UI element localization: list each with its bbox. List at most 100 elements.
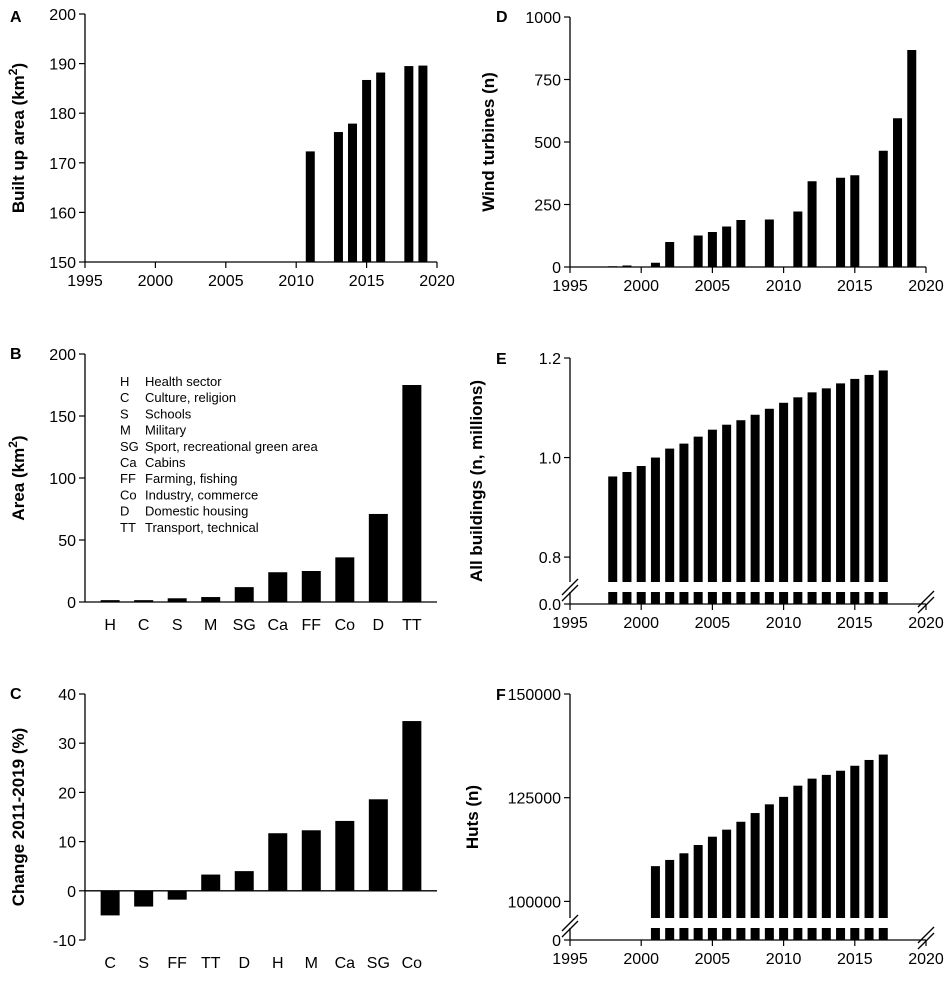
bar-2011 xyxy=(793,785,803,918)
bar-2019 xyxy=(418,65,428,262)
bar-SG xyxy=(368,799,388,891)
x-tick-label: TT xyxy=(402,617,422,634)
x-tick-label: 2010 xyxy=(766,615,802,632)
y-axis-label: Area (km2) xyxy=(6,435,28,520)
x-tick-label: 2000 xyxy=(138,273,174,290)
legend-code: Ca xyxy=(120,455,137,470)
bar-2007-lower xyxy=(736,928,746,940)
axis-break-mark xyxy=(561,584,579,602)
bar-2000 xyxy=(636,466,646,582)
x-tick-label: 2020 xyxy=(908,278,944,295)
y-tick-label: 0 xyxy=(552,933,561,950)
bar-2012 xyxy=(807,392,817,582)
bar-2003 xyxy=(679,443,689,582)
x-tick-label: 2005 xyxy=(695,951,731,968)
x-tick-label: FF xyxy=(167,955,187,972)
bar-2017-lower xyxy=(878,592,888,604)
bar-D xyxy=(234,871,254,891)
y-tick-label: 10 xyxy=(58,835,76,852)
y-tick-label: -10 xyxy=(53,933,76,950)
x-tick-label: Co xyxy=(402,955,423,972)
legend-code: D xyxy=(120,504,129,519)
x-tick-label: 1995 xyxy=(552,615,588,632)
bar-H xyxy=(268,833,288,891)
bar-2012-lower xyxy=(807,928,817,940)
bar-2001-lower xyxy=(650,928,660,940)
x-tick-label: Ca xyxy=(335,955,356,972)
y-tick-label: 0.8 xyxy=(539,550,561,567)
legend-name: Cabins xyxy=(145,455,186,470)
y-tick-label: 180 xyxy=(49,106,76,123)
y-tick-label: 500 xyxy=(534,135,561,152)
bar-C xyxy=(100,890,120,916)
bar-2004 xyxy=(693,844,703,918)
bar-2007 xyxy=(736,420,746,582)
panel-label: E xyxy=(496,351,507,368)
bar-2001 xyxy=(650,262,660,267)
x-tick-label: 1995 xyxy=(67,273,103,290)
x-tick-label: Ca xyxy=(268,617,289,634)
bar-2016-lower xyxy=(864,592,874,604)
bar-2015 xyxy=(850,765,860,918)
y-tick-label: 750 xyxy=(534,73,561,90)
bar-Ca xyxy=(268,572,288,602)
y-tick-label: 1.0 xyxy=(539,451,561,468)
y-axis-label-tail: ) xyxy=(9,63,28,69)
bar-2005 xyxy=(707,429,717,582)
bar-2014 xyxy=(836,177,846,267)
y-axis-label-main: All buildings (n, millions) xyxy=(467,380,486,582)
y-axis-label-superscript: 2 xyxy=(6,441,20,448)
bar-2015-lower xyxy=(850,928,860,940)
x-tick-label: 2015 xyxy=(837,615,873,632)
legend-code: SG xyxy=(120,439,139,454)
bar-2015 xyxy=(362,79,372,262)
bar-Co xyxy=(402,721,422,891)
bar-2013-lower xyxy=(821,592,831,604)
x-tick-label: 2005 xyxy=(208,273,244,290)
x-tick-label: 1995 xyxy=(552,951,588,968)
x-tick-label: SG xyxy=(233,617,256,634)
bar-2017 xyxy=(878,754,888,918)
bar-1998-lower xyxy=(608,592,618,604)
y-tick-label: 100 xyxy=(49,471,76,488)
bar-2004 xyxy=(693,235,703,267)
legend-name: Military xyxy=(145,423,187,438)
x-tick-label: 2005 xyxy=(695,615,731,632)
y-axis-label-superscript: 2 xyxy=(6,68,20,75)
y-tick-label: 200 xyxy=(49,7,76,24)
legend-code: S xyxy=(120,406,129,421)
bar-2006 xyxy=(722,424,732,582)
bar-2010-lower xyxy=(779,928,789,940)
x-tick-label: TT xyxy=(201,955,221,972)
bar-2007 xyxy=(736,821,746,918)
bar-2012 xyxy=(807,778,817,918)
y-axis-label-main: Change 2011-2019 (%) xyxy=(9,728,28,907)
bar-2011 xyxy=(793,211,803,267)
y-axis-label: Built up area (km2) xyxy=(6,63,28,213)
bar-S xyxy=(167,598,187,602)
y-tick-label: 30 xyxy=(58,736,76,753)
bar-2009-lower xyxy=(764,592,774,604)
bar-2003-lower xyxy=(679,592,689,604)
bar-2017 xyxy=(878,150,888,267)
legend-name: Farming, fishing xyxy=(145,471,237,486)
bar-1999-lower xyxy=(622,592,632,604)
bar-2002-lower xyxy=(665,592,675,604)
legend-name: Culture, religion xyxy=(145,390,236,405)
panel-A: 150 160 170 180 190 200 1995 2000 2005 2010 2015 20… xyxy=(6,7,455,290)
bar-2016 xyxy=(864,374,874,582)
legend-name: Domestic housing xyxy=(145,504,248,519)
y-tick-label: 190 xyxy=(49,57,76,74)
y-tick-label: 150 xyxy=(49,409,76,426)
axis-break-mark xyxy=(917,590,935,608)
axis-break-mark xyxy=(561,578,579,596)
bar-2008-lower xyxy=(750,928,760,940)
x-tick-label: 2005 xyxy=(695,278,731,295)
y-tick-label: 40 xyxy=(58,687,76,704)
panel-label: F xyxy=(496,687,506,704)
y-tick-label: 0 xyxy=(552,260,561,277)
bar-2010-lower xyxy=(779,592,789,604)
y-tick-label: 0.0 xyxy=(539,597,561,614)
bar-2015 xyxy=(850,175,860,267)
